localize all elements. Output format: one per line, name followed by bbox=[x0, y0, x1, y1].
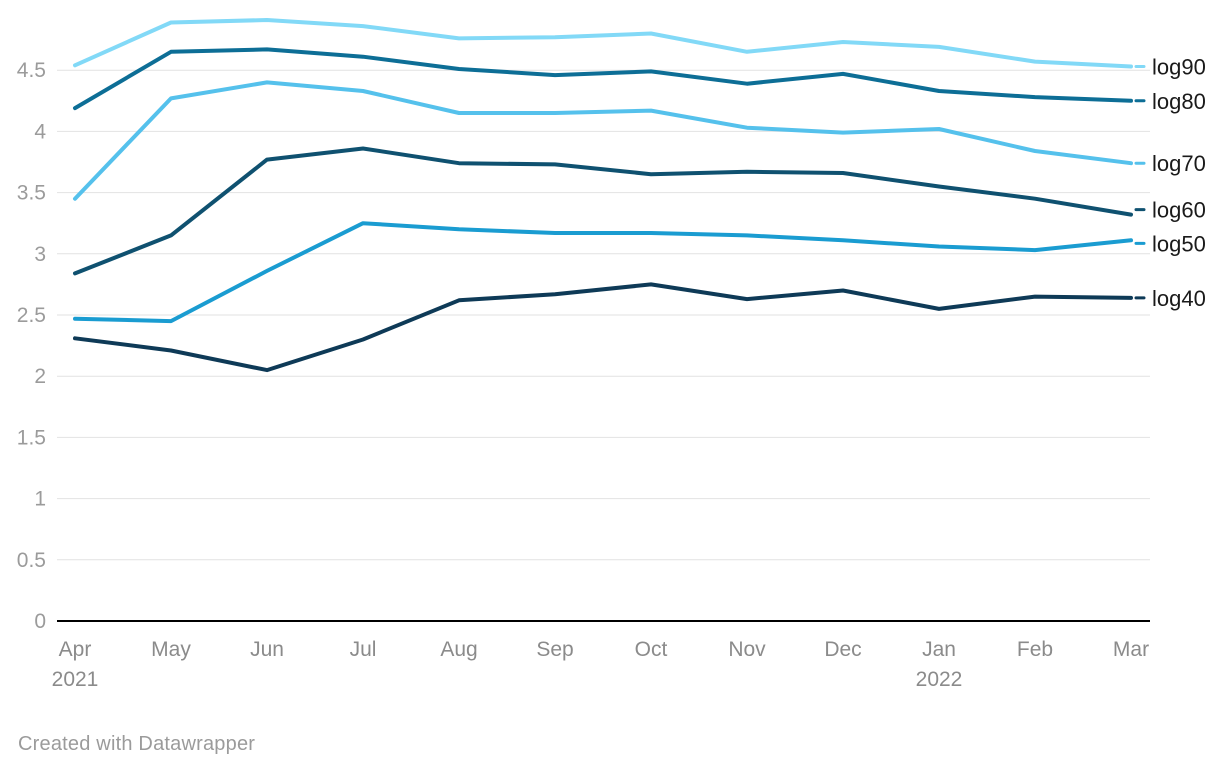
y-tick-label: 4 bbox=[34, 120, 46, 143]
x-tick-label: Nov bbox=[728, 638, 766, 661]
x-tick-label: May bbox=[151, 638, 191, 661]
series-label-log90: log90 bbox=[1152, 55, 1206, 80]
x-year-label: 2021 bbox=[52, 668, 99, 691]
y-tick-label: 0 bbox=[34, 610, 46, 633]
series-line-log50 bbox=[73, 221, 1133, 324]
series-label-log40: log40 bbox=[1152, 286, 1206, 311]
x-tick-label: Sep bbox=[536, 638, 573, 661]
y-tick-label: 1.5 bbox=[17, 426, 46, 449]
x-tick-label: Mar bbox=[1113, 638, 1149, 661]
series-label-log70: log70 bbox=[1152, 151, 1206, 176]
y-tick-label: 3.5 bbox=[17, 182, 46, 205]
series-label-log80: log80 bbox=[1152, 89, 1206, 114]
y-tick-label: 2 bbox=[34, 365, 46, 388]
x-tick-label: Dec bbox=[824, 638, 861, 661]
series-line-log60 bbox=[73, 146, 1133, 276]
x-tick-label: Jun bbox=[250, 638, 284, 661]
y-tick-label: 4.5 bbox=[17, 59, 46, 82]
series-label-log60: log60 bbox=[1152, 198, 1206, 223]
x-tick-label: Jul bbox=[350, 638, 377, 661]
x-tick-label: Jan bbox=[922, 638, 956, 661]
x-tick-label: Feb bbox=[1017, 638, 1053, 661]
series-line-log70 bbox=[73, 80, 1133, 201]
y-tick-label: 0.5 bbox=[17, 549, 46, 572]
y-tick-label: 2.5 bbox=[17, 304, 46, 327]
x-tick-label: Apr bbox=[59, 638, 92, 661]
series-line-log40 bbox=[73, 282, 1133, 373]
series-line-log80 bbox=[73, 47, 1133, 111]
y-tick-label: 1 bbox=[34, 488, 46, 511]
datawrapper-credit: Created with Datawrapper bbox=[18, 733, 256, 755]
y-tick-label: 3 bbox=[34, 243, 46, 266]
x-tick-label: Oct bbox=[635, 638, 668, 661]
series-line-log90 bbox=[73, 18, 1133, 69]
series-label-log50: log50 bbox=[1152, 231, 1206, 256]
x-tick-label: Aug bbox=[440, 638, 477, 661]
x-year-label: 2022 bbox=[916, 668, 963, 691]
